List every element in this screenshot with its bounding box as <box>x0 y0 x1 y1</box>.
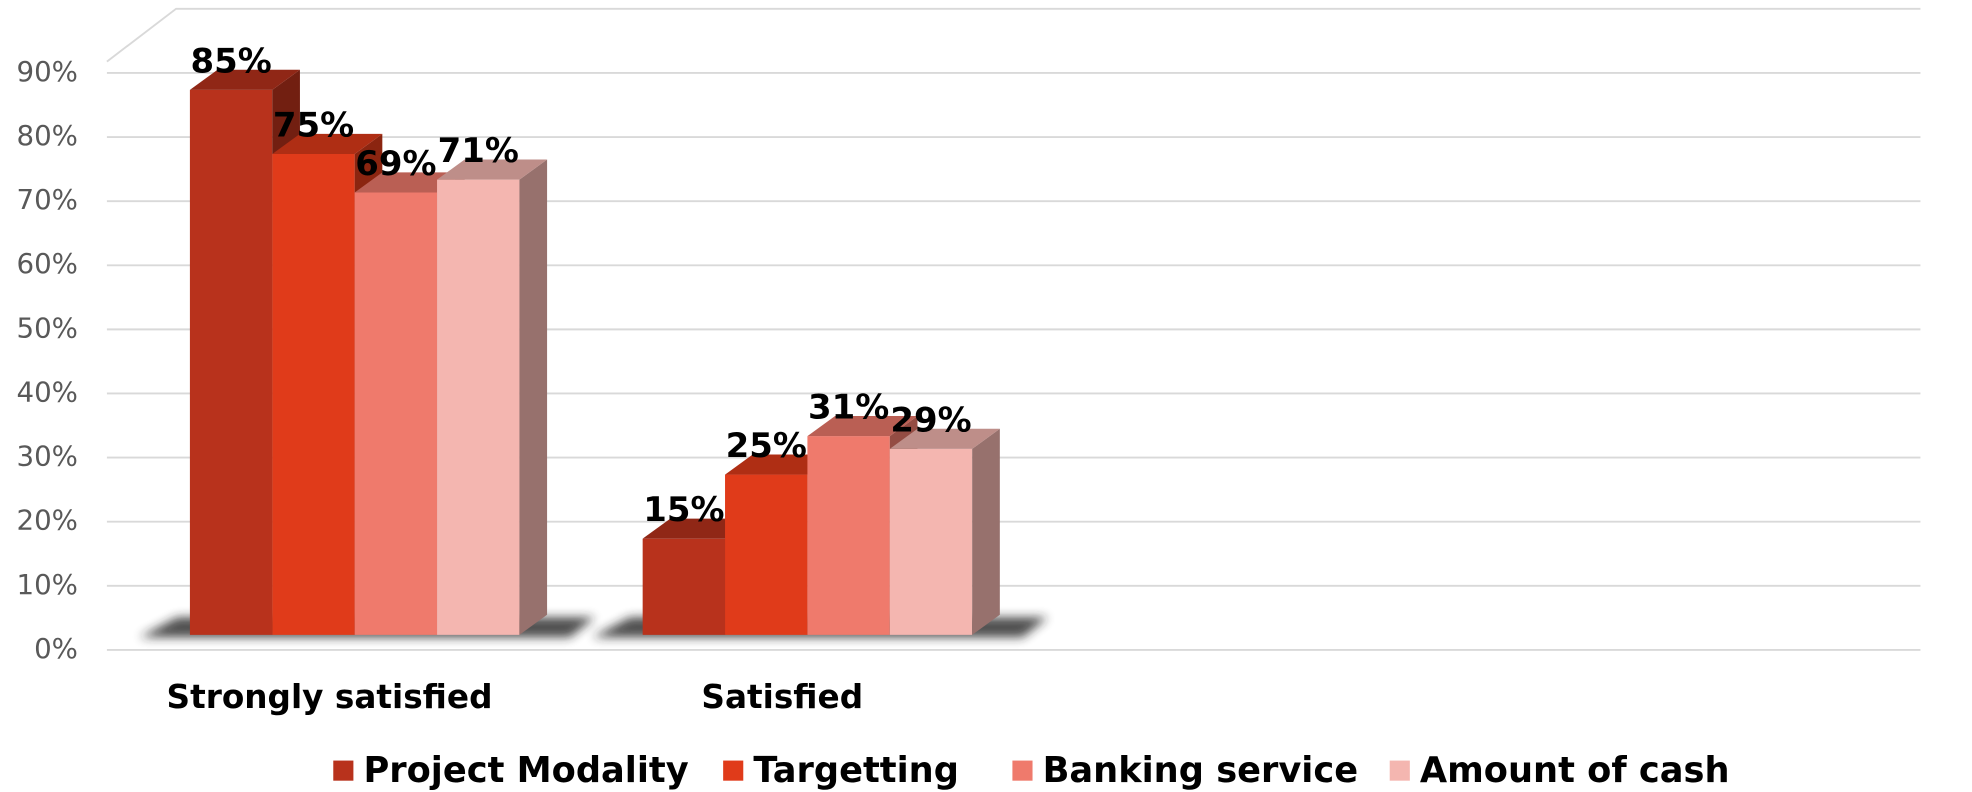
value-label: 29% <box>890 400 971 440</box>
value-label: 69% <box>355 144 436 184</box>
bar-top <box>437 159 548 180</box>
y-tick-label: 40% <box>16 375 77 408</box>
bar-side <box>519 159 548 635</box>
bar-top <box>189 69 300 90</box>
value-label: 71% <box>438 131 519 171</box>
y-tick-label: 10% <box>16 568 77 601</box>
y-tick-label: 30% <box>16 440 77 473</box>
bar <box>889 448 973 635</box>
y-tick-label: 50% <box>16 311 77 344</box>
legend-label: Banking service <box>1043 750 1359 791</box>
y-tick-label: 80% <box>16 119 77 152</box>
legend-label: Project Modality <box>363 750 688 791</box>
bar-top <box>807 415 918 437</box>
y-tick-label: 90% <box>16 55 77 88</box>
bar <box>354 192 438 635</box>
bar-side <box>972 428 1000 635</box>
y-tick-label: 70% <box>16 183 77 216</box>
bar <box>189 89 273 635</box>
legend-label: Amount of cash <box>1420 750 1730 791</box>
bar <box>807 436 890 635</box>
bar-top <box>889 428 1000 449</box>
bar-top <box>272 133 383 154</box>
value-label: 31% <box>808 388 889 428</box>
wall-edge <box>106 7 1921 63</box>
bar <box>642 538 726 635</box>
bar <box>437 179 520 635</box>
legend-swatch <box>1012 760 1033 781</box>
y-tick-label: 20% <box>16 504 77 537</box>
value-label: 75% <box>273 105 354 145</box>
legend-label: Targetting <box>753 750 959 791</box>
legend-swatch <box>333 760 354 781</box>
value-label: 25% <box>726 426 807 466</box>
x-tick-label: Strongly satisfied <box>167 678 493 716</box>
legend-swatch <box>723 760 744 781</box>
y-tick-label: 0% <box>34 632 78 665</box>
y-tick-label: 60% <box>16 247 77 280</box>
x-tick-label: Satisfied <box>701 678 863 716</box>
value-label: 15% <box>643 490 724 530</box>
bar <box>272 154 355 635</box>
bar <box>725 474 808 635</box>
value-label: 85% <box>190 41 271 81</box>
legend-swatch <box>1389 760 1410 781</box>
